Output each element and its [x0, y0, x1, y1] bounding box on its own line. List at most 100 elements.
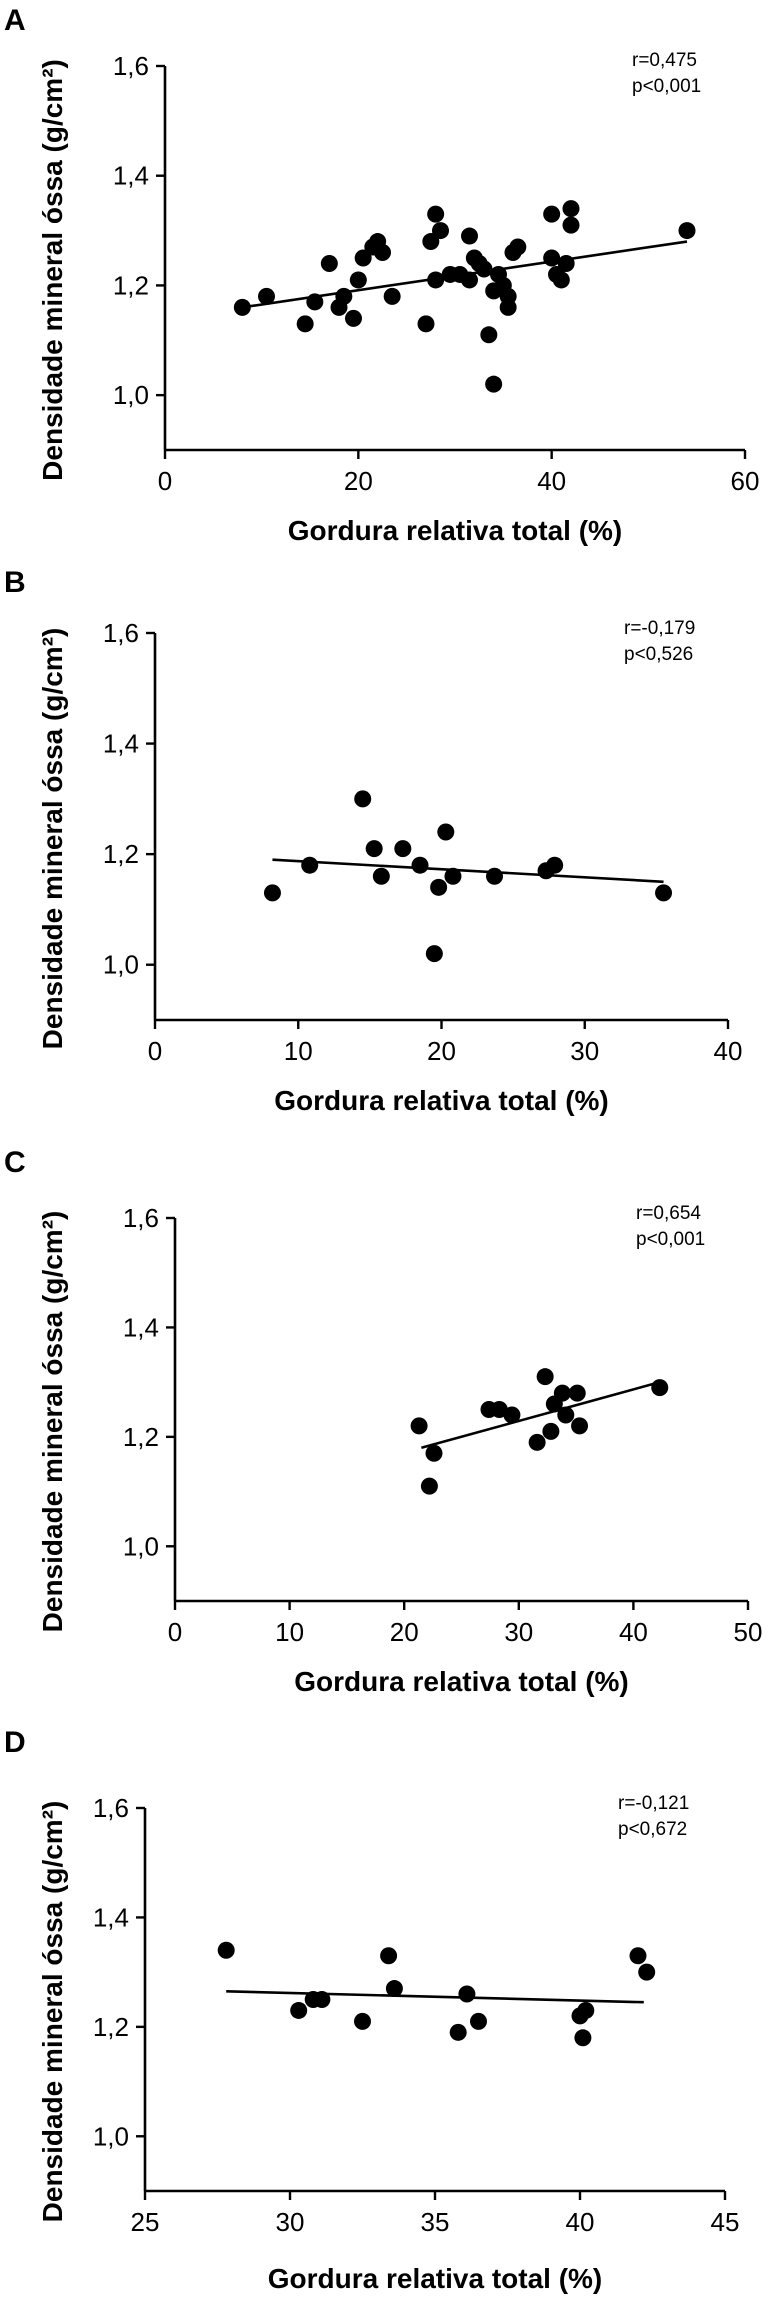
panel-letter-b: B — [4, 566, 26, 599]
y-axis-title: Densidade mineral óssa (g/cm²) — [37, 59, 68, 481]
data-point — [562, 216, 580, 234]
data-point — [651, 1379, 669, 1397]
data-point — [296, 315, 314, 333]
correlation-r-label: r=0,654 — [636, 1203, 701, 1224]
y-axis-title: Densidade mineral óssa (g/cm²) — [37, 628, 68, 1050]
y-tick-label: 1,4 — [93, 1902, 129, 1932]
data-point — [503, 1406, 521, 1424]
data-point — [655, 884, 673, 902]
data-point — [420, 1477, 438, 1495]
x-axis-title: Gordura relativa total (%) — [274, 1085, 609, 1116]
data-point — [470, 2012, 487, 2030]
regression-line — [226, 1989, 644, 2004]
data-point — [461, 271, 478, 289]
x-tick-label: 20 — [344, 466, 373, 496]
x-tick-label: 30 — [504, 1617, 533, 1647]
x-tick-label: 10 — [275, 1617, 304, 1647]
data-point — [217, 1941, 235, 1959]
data-point — [577, 2001, 595, 2019]
data-point — [543, 249, 561, 267]
x-tick-label: 60 — [731, 466, 760, 496]
data-point — [568, 1384, 586, 1402]
x-axis-title: Gordura relativa total (%) — [288, 515, 623, 546]
data-point — [458, 1985, 476, 2003]
chart-panel-b: 1,0 1,2 1,4 1,6 0 10 20 30 40 Gordura relativa to… — [0, 562, 768, 1142]
data-point — [427, 205, 445, 223]
data-point — [638, 1963, 656, 1981]
x-tick-label: 40 — [566, 2207, 595, 2237]
x-tick-label: 40 — [619, 1617, 648, 1647]
panel-letter-d: D — [4, 1726, 26, 1759]
data-point — [365, 840, 383, 858]
chart-panel-a: 1,0 1,2 1,4 1,6 0 20 40 60 Gordura relativa tota… — [0, 0, 768, 562]
y-tick-label: 1,0 — [113, 380, 149, 410]
y-tick-label: 1,0 — [123, 1531, 159, 1561]
data-point — [629, 1947, 647, 1965]
y-axis-title: Densidade mineral óssa (g/cm²) — [37, 1211, 68, 1633]
data-point — [557, 1406, 575, 1424]
data-point — [528, 1433, 546, 1451]
x-axis-title: Gordura relativa total (%) — [268, 2263, 603, 2294]
panel-letter-a: A — [4, 4, 26, 37]
data-point — [313, 1991, 331, 2008]
data-point — [480, 326, 498, 344]
p-value-label: p<0,526 — [624, 644, 693, 665]
x-tick-label: 40 — [537, 466, 566, 496]
x-tick-label: 45 — [711, 2207, 740, 2237]
x-axis-title: Gordura relativa total (%) — [294, 1666, 629, 1697]
y-tick-label: 1,0 — [103, 950, 139, 980]
data-point — [430, 878, 448, 896]
data-point — [394, 840, 412, 858]
x-tick-label: 0 — [148, 1036, 162, 1066]
y-tick-label: 1,6 — [123, 1203, 159, 1233]
y-tick-label: 1,6 — [113, 51, 149, 81]
data-point — [385, 1980, 403, 1998]
y-tick-label: 1,2 — [103, 839, 139, 869]
data-point — [432, 222, 449, 240]
data-point — [574, 2029, 592, 2047]
data-point — [410, 1417, 428, 1435]
x-tick-label: 30 — [276, 2207, 305, 2237]
data-point — [444, 867, 462, 885]
data-point — [301, 856, 319, 874]
data-point — [354, 2012, 371, 2030]
data-point — [571, 1417, 589, 1435]
data-point — [349, 271, 367, 289]
scatter-plot-c: 1,0 1,2 1,4 1,6 0 10 20 30 40 50 Gordura relativa … — [37, 1203, 763, 1697]
data-point — [345, 309, 362, 327]
data-point — [354, 790, 372, 808]
data-point — [335, 287, 353, 305]
data-point — [320, 254, 338, 272]
data-point — [552, 271, 570, 289]
scatter-plot-a: 1,0 1,2 1,4 1,6 0 20 40 60 Gordura relativa tota… — [37, 50, 760, 546]
x-tick-label: 20 — [427, 1036, 456, 1066]
y-axis-title: Densidade mineral óssa (g/cm²) — [37, 1801, 68, 2223]
data-point — [499, 298, 517, 316]
p-value-label: p<0,001 — [636, 1229, 705, 1250]
data-point — [425, 1444, 443, 1462]
data-point — [509, 238, 527, 256]
data-point — [553, 1384, 571, 1402]
x-tick-label: 30 — [570, 1036, 599, 1066]
panel-letter-c: C — [4, 1146, 26, 1179]
data-point — [485, 375, 503, 393]
x-tick-label: 10 — [284, 1036, 313, 1066]
data-point — [380, 1947, 398, 1965]
data-point — [449, 2023, 467, 2041]
y-tick-label: 1,6 — [103, 618, 139, 648]
y-tick-label: 1,0 — [93, 2121, 129, 2151]
correlation-r-label: r=-0,121 — [618, 1793, 689, 1814]
data-point — [678, 222, 696, 240]
x-tick-label: 50 — [734, 1617, 763, 1647]
y-tick-label: 1,6 — [93, 1793, 129, 1823]
data-point — [422, 233, 440, 251]
data-point — [383, 287, 401, 305]
data-point — [263, 884, 281, 902]
x-tick-label: 0 — [158, 466, 172, 496]
regression-line — [421, 1380, 661, 1450]
data-point — [290, 2001, 308, 2019]
data-point — [417, 315, 435, 333]
data-point — [306, 293, 324, 311]
data-point — [425, 945, 443, 963]
correlation-r-label: r=0,475 — [632, 50, 697, 71]
